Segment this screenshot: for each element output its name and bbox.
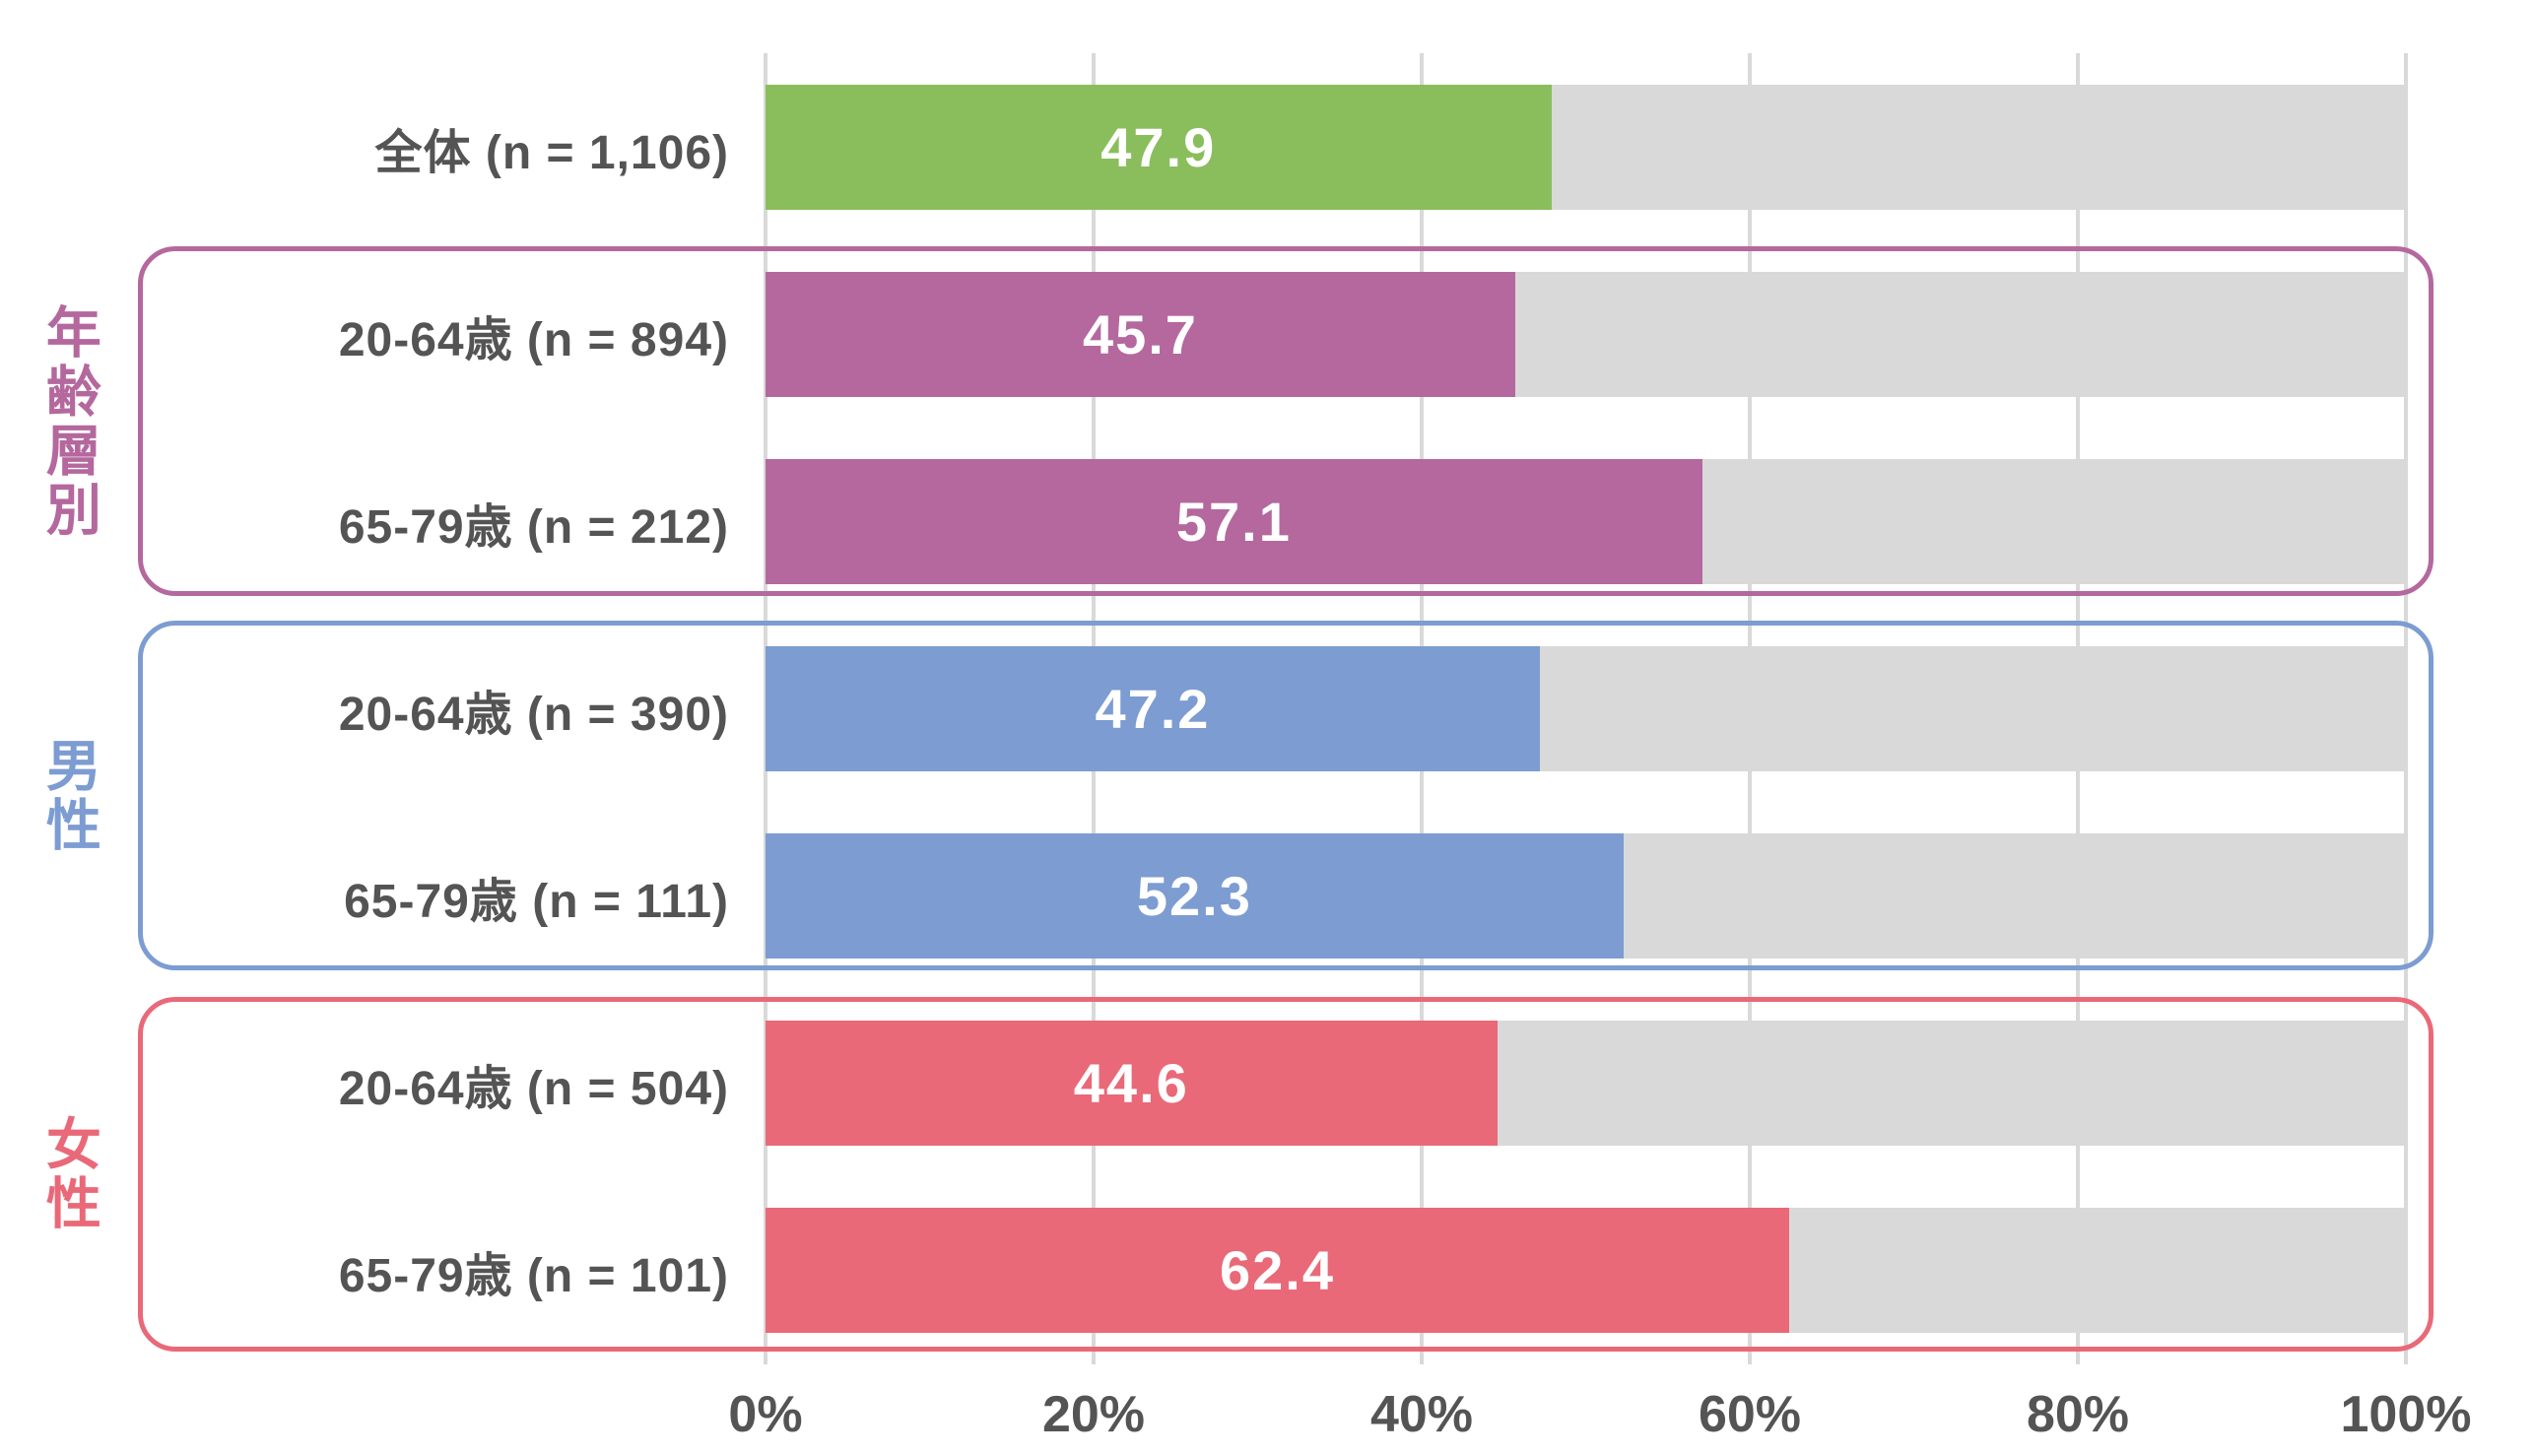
bar-row-age-20-64: 20-64歳 (n = 894) 45.7 — [0, 272, 2534, 397]
row-label: 65-79歳 (n = 101) — [338, 1249, 729, 1302]
bar-track: 44.6 — [766, 1021, 2406, 1146]
x-axis-tick-80: 80% — [2026, 1386, 2130, 1443]
group-box-male — [138, 621, 2434, 970]
bar-row-overall: 全体 (n = 1,106) 47.9 — [0, 85, 2534, 210]
bar-segment: 47.9 — [766, 85, 1552, 210]
group-label-male: 男性 — [38, 736, 101, 855]
row-label: 65-79歳 (n = 111) — [344, 875, 729, 928]
bar-value-label: 47.9 — [1100, 116, 1217, 178]
bar-row-age-65-79: 65-79歳 (n = 212) 57.1 — [0, 459, 2534, 584]
bar-segment: 44.6 — [766, 1021, 1498, 1146]
bar-track: 45.7 — [766, 272, 2406, 397]
bar-value-label: 57.1 — [1175, 491, 1292, 553]
group-label-female: 女性 — [38, 1115, 101, 1233]
bar-track: 47.2 — [766, 646, 2406, 771]
row-label: 全体 (n = 1,106) — [374, 126, 729, 179]
bar-segment: 52.3 — [766, 833, 1624, 959]
bar-value-label: 47.2 — [1095, 678, 1211, 740]
group-label-age: 年齢層別 — [38, 302, 101, 540]
bar-row-male-65-79: 65-79歳 (n = 111) 52.3 — [0, 833, 2534, 959]
x-axis-tick-60: 60% — [1698, 1386, 1802, 1443]
row-label: 20-64歳 (n = 390) — [338, 688, 729, 741]
bar-segment: 45.7 — [766, 272, 1515, 397]
bar-segment: 62.4 — [766, 1208, 1789, 1333]
group-box-age — [138, 246, 2434, 596]
bar-value-label: 52.3 — [1136, 865, 1252, 927]
bar-row-female-65-79: 65-79歳 (n = 101) 62.4 — [0, 1208, 2534, 1333]
row-label: 20-64歳 (n = 894) — [338, 313, 729, 366]
x-axis-tick-40: 40% — [1369, 1386, 1474, 1443]
bar-track: 57.1 — [766, 459, 2406, 584]
bar-value-label: 62.4 — [1219, 1239, 1335, 1301]
bar-value-label: 44.6 — [1073, 1052, 1189, 1114]
bar-row-male-20-64: 20-64歳 (n = 390) 47.2 — [0, 646, 2534, 771]
row-label: 20-64歳 (n = 504) — [338, 1062, 729, 1115]
row-label: 65-79歳 (n = 212) — [338, 500, 729, 554]
bar-segment: 57.1 — [766, 459, 1702, 584]
group-box-female — [138, 997, 2434, 1352]
x-axis-tick-0: 0% — [728, 1386, 803, 1443]
bar-value-label: 45.7 — [1082, 303, 1198, 365]
bar-track: 47.9 — [766, 85, 2406, 210]
bar-track: 62.4 — [766, 1208, 2406, 1333]
x-axis-tick-20: 20% — [1041, 1386, 1146, 1443]
bar-segment: 47.2 — [766, 646, 1540, 771]
bar-row-female-20-64: 20-64歳 (n = 504) 44.6 — [0, 1021, 2534, 1146]
gridline-100 — [2404, 53, 2408, 1364]
x-axis-tick-100: 100% — [2340, 1386, 2472, 1443]
bar-track: 52.3 — [766, 833, 2406, 959]
